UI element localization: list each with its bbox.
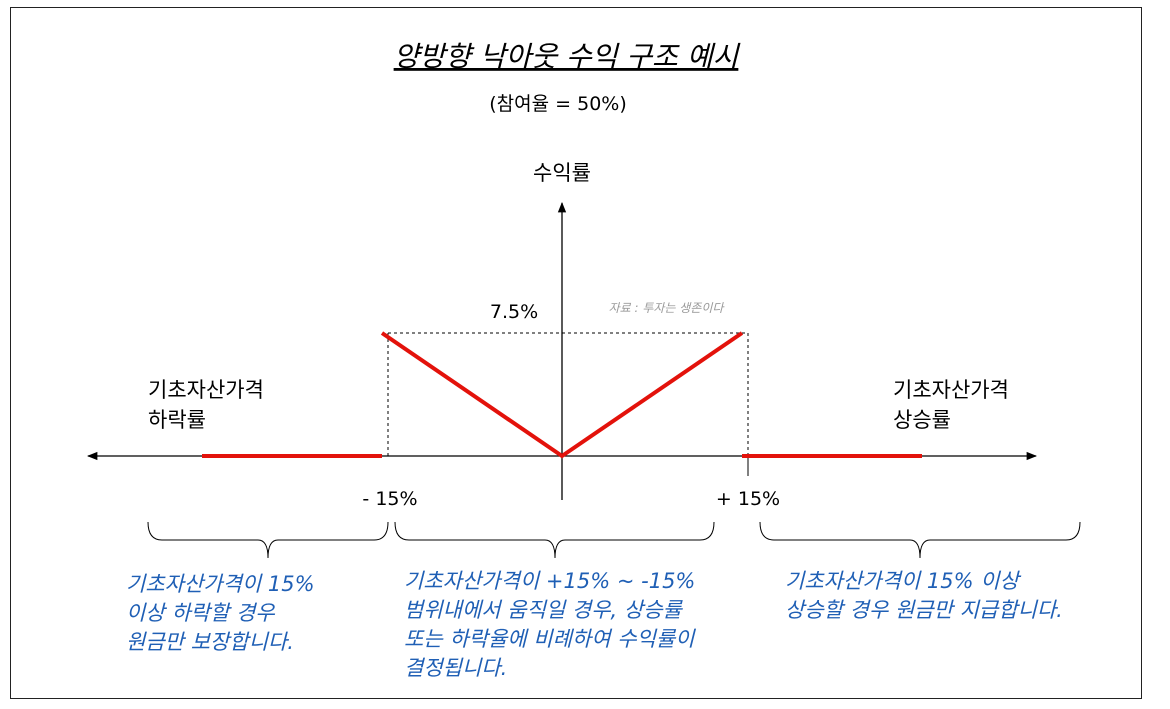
y-axis-label: 수익률 bbox=[533, 161, 591, 185]
left-note-line: 기초자산가격이 15% bbox=[126, 572, 315, 596]
middle-note-line: 또는 하락율에 비례하여 수익률이 bbox=[404, 627, 696, 651]
payoff-lines bbox=[202, 331, 922, 459]
diagram-frame bbox=[10, 7, 1142, 699]
pos-knockout-label: + 15% bbox=[716, 488, 780, 510]
left-axis-label-line2: 하락률 bbox=[148, 408, 206, 432]
right-note-line: 상승할 경우 원금만 지급합니다. bbox=[785, 598, 1063, 622]
right-note-line: 기초자산가격이 15% 이상 bbox=[785, 569, 1022, 593]
right-axis-label-line1: 기초자산가격 bbox=[893, 378, 1009, 402]
middle-note-line: 기초자산가격이 +15% ~ -15% bbox=[404, 569, 695, 593]
left-range-brace bbox=[147, 521, 389, 559]
right-range-brace bbox=[759, 521, 1081, 559]
peak-return-label: 7.5% bbox=[490, 301, 538, 323]
middle-note-line: 범위내에서 움직일 경우, 상승률 bbox=[404, 598, 684, 622]
right-note: 기초자산가격이 15% 이상 상승할 경우 원금만 지급합니다. bbox=[785, 569, 1063, 622]
neg-knockout-label: - 15% bbox=[362, 488, 417, 510]
middle-range-brace bbox=[394, 521, 715, 559]
diagram-title: 양방향 낙아웃 수익 구조 예시 bbox=[394, 40, 741, 73]
participation-rate-subtitle: (참여율 = 50%) bbox=[489, 93, 627, 115]
left-axis-label-line1: 기초자산가격 bbox=[148, 378, 264, 402]
left-note-line: 이상 하락할 경우 bbox=[126, 601, 275, 625]
right-axis-label-line2: 상승률 bbox=[893, 408, 951, 432]
left-note-line: 원금만 보장합니다. bbox=[126, 630, 294, 654]
payoff-segment-1 bbox=[380, 331, 744, 459]
middle-note-line: 결정됩니다. bbox=[404, 656, 507, 680]
source-credit: 자료 : 투자는 생존이다 bbox=[609, 301, 726, 315]
left-note: 기초자산가격이 15% 이상 하락할 경우 원금만 보장합니다. bbox=[126, 572, 315, 654]
middle-note: 기초자산가격이 +15% ~ -15% 범위내에서 움직일 경우, 상승률 또는… bbox=[404, 569, 696, 680]
